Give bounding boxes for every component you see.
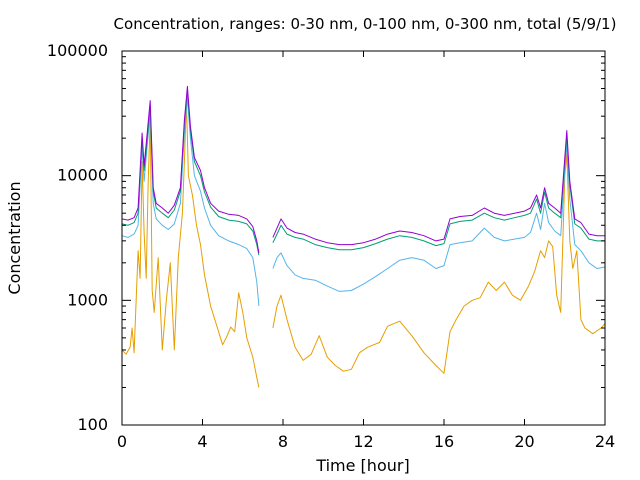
y-tick-label: 100 <box>77 415 108 434</box>
series-line <box>272 143 606 292</box>
series-line <box>121 100 260 388</box>
x-tick-label: 0 <box>117 432 127 451</box>
x-tick-label: 24 <box>595 432 615 451</box>
y-tick-label: 10000 <box>57 166 108 185</box>
axis-ticks <box>121 50 606 426</box>
series-line <box>272 130 605 246</box>
x-tick-label: 8 <box>278 432 288 451</box>
series-line <box>272 153 606 374</box>
x-tick-label: 12 <box>353 432 373 451</box>
plot-frame <box>121 50 606 426</box>
series-line <box>121 85 260 253</box>
series-line <box>121 97 260 307</box>
y-tick-label: 1000 <box>67 290 108 309</box>
x-tick-label: 16 <box>434 432 454 451</box>
tick-labels: 0 4 8 12 16 20 24 100 1000 10000 100000 <box>47 41 615 451</box>
chart-title: Concentration, ranges: 0-30 nm, 0-100 nm… <box>114 15 617 33</box>
x-tick-label: 20 <box>514 432 534 451</box>
series-line <box>272 135 605 251</box>
x-axis-title: Time [hour] <box>315 456 409 475</box>
y-axis-title: Concentration <box>5 181 24 294</box>
x-tick-label: 4 <box>197 432 207 451</box>
y-tick-label: 100000 <box>47 41 108 60</box>
plot-lines <box>121 85 606 388</box>
